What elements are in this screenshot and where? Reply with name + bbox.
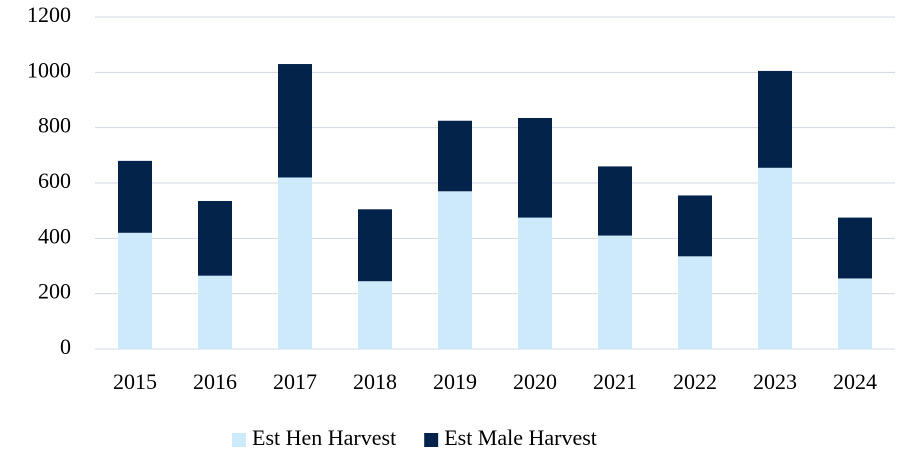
y-tick-label: 800 — [38, 113, 71, 138]
bar — [838, 278, 872, 349]
x-tick-label: 2018 — [353, 369, 397, 394]
x-tick-label: 2017 — [273, 369, 317, 394]
x-tick-label: 2020 — [513, 369, 557, 394]
bar — [278, 177, 312, 349]
legend-label: Est Hen Harvest — [252, 425, 396, 450]
legend-label: Est Male Harvest — [444, 425, 597, 450]
bar — [758, 167, 792, 349]
x-tick-label: 2023 — [753, 369, 797, 394]
y-tick-label: 0 — [60, 334, 71, 359]
bar — [758, 70, 792, 168]
x-tick-label: 2024 — [833, 369, 877, 394]
x-tick-label: 2016 — [193, 369, 237, 394]
y-tick-label: 400 — [38, 223, 71, 248]
bar — [598, 166, 632, 236]
x-tick-label: 2022 — [673, 369, 717, 394]
bar — [198, 200, 232, 276]
y-tick-label: 1000 — [27, 57, 71, 82]
x-tick-label: 2019 — [433, 369, 477, 394]
bar — [438, 191, 472, 349]
bar — [198, 275, 232, 349]
bar — [678, 195, 712, 257]
bar — [838, 217, 872, 279]
bar — [278, 64, 312, 178]
bar — [358, 209, 392, 282]
legend-swatch — [232, 433, 246, 447]
y-tick-label: 200 — [38, 279, 71, 304]
y-tick-label: 1200 — [27, 2, 71, 27]
y-tick-label: 600 — [38, 168, 71, 193]
bar — [358, 281, 392, 349]
bar — [118, 232, 152, 349]
bar — [678, 256, 712, 349]
x-tick-label: 2015 — [113, 369, 157, 394]
bar — [598, 235, 632, 349]
bar — [518, 117, 552, 218]
x-tick-label: 2021 — [593, 369, 637, 394]
legend-swatch — [424, 433, 439, 447]
bar — [438, 120, 472, 192]
bar — [118, 160, 152, 233]
bar — [518, 217, 552, 349]
